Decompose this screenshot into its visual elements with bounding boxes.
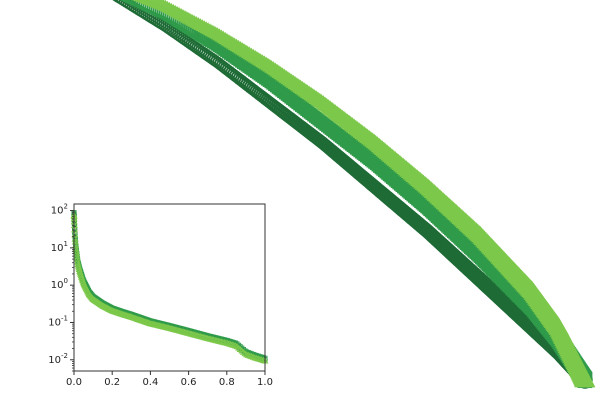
inset-point-triangle — [256, 355, 264, 362]
series-triangle — [131, 0, 596, 388]
y-tick-label: 10-1 — [48, 314, 68, 328]
x-tick-label: 0.6 — [181, 377, 197, 388]
inset-point-triangle — [243, 351, 251, 358]
x-tick-label: 0.4 — [142, 377, 158, 388]
inset-series-triangle — [70, 211, 269, 364]
inset-points — [70, 210, 269, 364]
x-tick-label: 0.0 — [66, 377, 82, 388]
inset-point-triangle — [73, 255, 81, 262]
inset-point-triangle — [73, 250, 81, 257]
inset-point-triangle — [225, 340, 233, 347]
inset-point-triangle — [228, 341, 236, 348]
inset-point-triangle — [223, 339, 231, 346]
inset-point-triangle — [72, 247, 80, 254]
inset-point-triangle — [244, 351, 252, 358]
x-tick-label: 1.0 — [257, 377, 273, 388]
y-tick-label: 10-2 — [48, 352, 68, 366]
x-tick-label: 0.2 — [104, 377, 120, 388]
x-tick-label: 0.8 — [219, 377, 235, 388]
inset-point-triangle — [73, 252, 81, 259]
inset-point-triangle — [227, 340, 235, 347]
inset-point-triangle — [72, 244, 80, 252]
inset-point-triangle — [246, 352, 254, 359]
inset-scatter-panel: 0.0 0.2 0.4 0.6 0.8 1.0 10-2 10-1 100 101 102 — [48, 203, 273, 388]
inset-y-axis: 10-2 10-1 100 101 102 — [48, 203, 74, 372]
y-tick-label: 101 — [51, 240, 68, 254]
inset-point-triangle — [230, 341, 238, 348]
inset-point-triangle — [253, 354, 261, 361]
y-tick-label: 100 — [51, 277, 68, 291]
point-triangle — [574, 369, 596, 388]
inset-point-triangle — [249, 353, 257, 360]
inset-x-axis: 0.0 0.2 0.4 0.6 0.8 1.0 — [66, 371, 273, 388]
inset-point-triangle — [248, 352, 256, 360]
inset-point-triangle — [231, 342, 239, 349]
inset-point-triangle — [254, 355, 262, 362]
y-tick-label: 102 — [51, 203, 68, 217]
inset-frame — [73, 203, 266, 372]
main-scatter-panel — [112, 0, 596, 389]
inset-point-triangle — [251, 354, 259, 361]
inset-point-triangle — [258, 356, 266, 363]
